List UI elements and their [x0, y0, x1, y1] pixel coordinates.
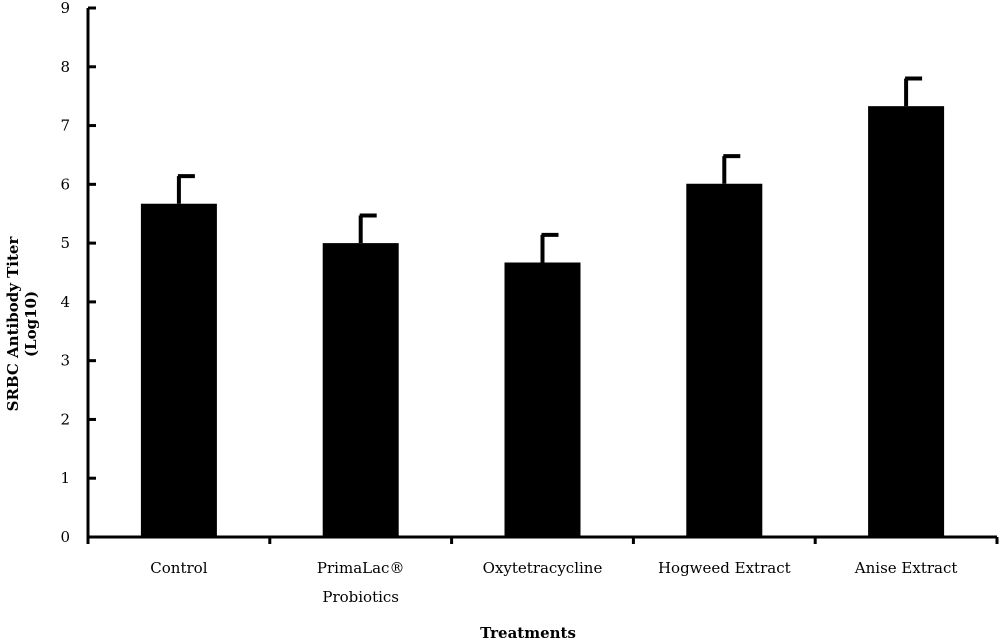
- bar: [686, 183, 763, 538]
- x-axis-title: Treatments: [480, 624, 576, 642]
- y-axis-title: SRBC Antibody Titer(Log10): [4, 236, 40, 412]
- x-category-label: Anise Extract: [854, 559, 958, 577]
- y-tick-label: 9: [60, 0, 70, 17]
- bar: [322, 243, 399, 537]
- y-tick-label: 8: [60, 58, 70, 76]
- y-tick-label: 0: [60, 528, 70, 546]
- x-category-label: Probiotics: [322, 588, 399, 606]
- bar: [504, 262, 581, 537]
- bar: [868, 106, 945, 538]
- x-category-label: Control: [150, 559, 207, 577]
- y-tick-label: 4: [60, 293, 70, 311]
- y-axis-ticks: 0 1 2 3 4 5 6 7 8 9: [60, 0, 96, 546]
- y-tick-label: 5: [60, 234, 70, 252]
- y-axis-title-line: SRBC Antibody Titer: [4, 236, 22, 412]
- y-tick-label: 3: [60, 352, 70, 370]
- y-axis-title-line: (Log10): [22, 291, 40, 357]
- bar: [140, 203, 217, 538]
- plot-area: [140, 76, 945, 538]
- x-category-label: Hogweed Extract: [658, 559, 791, 577]
- y-tick-label: 1: [60, 469, 70, 487]
- x-category-label: Oxytetracycline: [483, 559, 603, 577]
- x-category-label: PrimaLac®: [317, 559, 405, 577]
- y-tick-label: 2: [60, 410, 70, 428]
- y-tick-label: 7: [60, 117, 70, 135]
- x-axis-ticks: Control PrimaLac® Probiotics Oxytetracyclin…: [86, 537, 999, 606]
- y-tick-label: 6: [60, 175, 70, 193]
